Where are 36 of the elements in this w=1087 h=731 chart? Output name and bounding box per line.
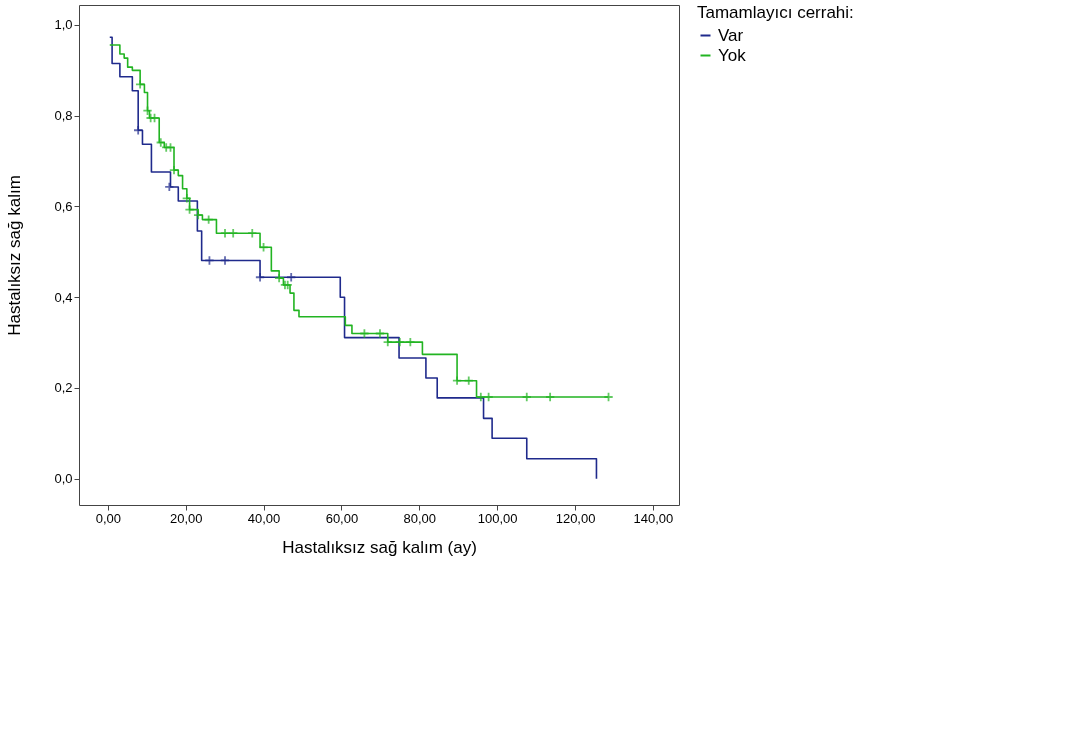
point	[483, 391, 494, 403]
y-tick-label: 0,4	[54, 289, 73, 305]
legend-title: Tamamlayıcı cerrahi:	[697, 3, 854, 22]
legend-label: Yok	[718, 45, 747, 65]
y-tick-label: 1,0	[54, 17, 73, 33]
y-tick-label: 0,0	[54, 471, 73, 487]
point	[521, 391, 532, 403]
point	[405, 337, 416, 348]
x-tick-label: 140,00	[633, 510, 674, 526]
point	[451, 375, 463, 386]
point	[286, 272, 297, 283]
point	[463, 375, 474, 386]
y-tick-label: 0,8	[54, 108, 73, 124]
x-tick-label: 60,00	[325, 510, 359, 526]
y-tick-label: 0,2	[54, 380, 73, 396]
point	[394, 337, 405, 348]
x-tick-label: 20,00	[169, 510, 203, 526]
x-tick-label: 0,00	[95, 510, 121, 526]
point	[181, 193, 192, 204]
y-axis-title: Hastalıksız sağ kalım	[5, 175, 25, 336]
legend-label: Var	[718, 25, 744, 45]
point	[382, 337, 393, 348]
x-tick-label: 100,00	[477, 510, 518, 526]
x-tick-label: 40,00	[247, 510, 281, 526]
point	[203, 214, 214, 225]
y-tick-label: 0,6	[54, 198, 73, 214]
x-axis-title: Hastalıksız sağ kalım (ay)	[282, 537, 477, 557]
x-tick-label: 120,00	[555, 510, 596, 526]
point	[545, 391, 556, 403]
point	[168, 165, 180, 176]
point	[219, 228, 231, 239]
point	[228, 228, 239, 239]
x-tick-label: 80,00	[403, 510, 437, 526]
point	[133, 125, 144, 136]
point	[247, 228, 258, 239]
point	[254, 272, 266, 283]
